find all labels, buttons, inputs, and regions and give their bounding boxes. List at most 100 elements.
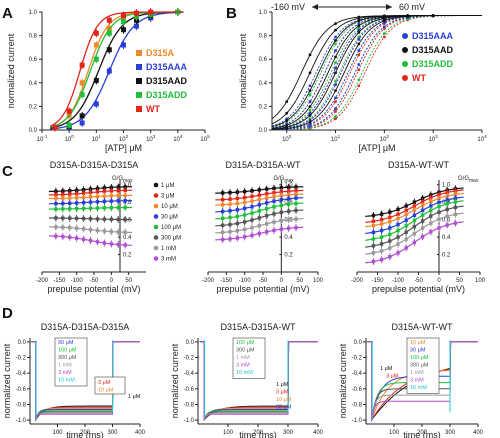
data-point (102, 189, 107, 194)
data-point (429, 199, 433, 204)
panel-c2: D315A-D315A-WT -200 -150 -100 -50 0 50 100 prepu… (202, 160, 324, 294)
data-point (102, 229, 107, 233)
data-point (396, 242, 400, 246)
data-point (272, 191, 276, 195)
data-point (412, 200, 417, 204)
data-point (220, 216, 225, 221)
data-point (334, 117, 337, 121)
data-point (88, 238, 93, 243)
x-tick-label: -50 (414, 278, 423, 284)
data-point (420, 203, 425, 208)
x-tick-label: 50 (296, 278, 303, 284)
inner-y-tick-label: 0.4 (442, 235, 451, 241)
data-point (228, 202, 232, 206)
current-trace (367, 341, 478, 421)
data-point (123, 205, 127, 210)
data-point (294, 196, 298, 200)
data-point (371, 223, 376, 228)
data-point (61, 207, 65, 211)
x-tick-label: 102 (119, 134, 129, 143)
data-point (445, 214, 449, 219)
inner-y-tick-label: 0.6 (123, 218, 132, 224)
legend-label-d315a: D315A (146, 48, 175, 58)
data-point (109, 217, 114, 222)
data-point (242, 200, 247, 205)
y-tick-label: 0.0 (186, 340, 195, 346)
data-point (81, 200, 86, 205)
legend-label: 10 μM (161, 204, 178, 210)
data-point (308, 122, 312, 126)
x-axis-label: [ATP] μM (105, 143, 142, 153)
panel-d1: D315A-D315A-D315A 100 200 300 400 0.0 -0.2 -0.4… (2, 322, 146, 438)
data-point (272, 205, 276, 209)
data-point (308, 84, 312, 88)
data-point (264, 196, 269, 200)
data-point (294, 192, 298, 197)
data-point (66, 122, 72, 128)
legend-marker (153, 224, 159, 230)
data-point (123, 193, 127, 198)
data-point (404, 224, 408, 228)
data-point (308, 71, 312, 75)
data-point (437, 200, 441, 205)
data-point (382, 27, 386, 31)
current-trace (199, 341, 318, 421)
x-tick-label: 103 (429, 134, 439, 143)
y-axis-label: normalized current (6, 33, 16, 108)
current-trace (31, 341, 140, 421)
data-point (279, 193, 284, 198)
inner-y-tick-label: 0.8 (123, 200, 132, 206)
panel-c3: D315A-WT-WT -200 -150 -100 -50 0 50 100 prepulse… (351, 160, 486, 294)
legend-label: 1 μM (276, 382, 289, 388)
data-point (61, 201, 65, 206)
data-point (412, 213, 417, 217)
data-point (388, 215, 392, 220)
data-point (371, 244, 376, 248)
data-point (74, 192, 79, 196)
data-point (220, 223, 225, 227)
panel-title: D315A-D315A-WT (220, 322, 296, 332)
data-point (95, 190, 100, 194)
data-point (257, 231, 262, 236)
current-trace (31, 341, 140, 421)
current-trace (31, 341, 140, 421)
annotation-arrowhead-right (386, 4, 392, 10)
data-point (396, 212, 400, 217)
data-point (308, 108, 312, 112)
data-point (148, 9, 154, 15)
data-point (88, 206, 93, 210)
current-trace (31, 341, 140, 421)
panel-b: 0.0 0.2 0.4 0.6 0.8 1.0 100 101 102 103 104 [ATP] μ… (238, 2, 487, 153)
fit-line-d315add (271, 15, 482, 128)
legend-label: 1 μM (161, 183, 174, 189)
data-point (388, 210, 392, 214)
x-tick-label: 10-1 (37, 134, 48, 143)
data-point (445, 202, 449, 206)
data-point (286, 202, 291, 206)
data-point (286, 193, 291, 197)
data-point (308, 111, 312, 115)
legend-label: 1 mM (58, 363, 72, 369)
data-point (286, 226, 291, 230)
data-point (106, 17, 112, 23)
data-point (285, 111, 289, 115)
inner-y-tick-label: 0.6 (442, 218, 451, 224)
data-point (133, 10, 139, 16)
panel-title: D315A-D315A-D315A (50, 160, 139, 170)
x-tick-label: 0 (110, 278, 114, 284)
data-point (334, 66, 337, 70)
data-point (93, 101, 99, 107)
x-tick-label: 300 (445, 430, 456, 436)
data-point (121, 18, 126, 24)
data-point (68, 207, 72, 211)
data-point (357, 16, 361, 20)
legend-label: 30 μM (58, 340, 74, 346)
data-point (68, 192, 72, 196)
data-point (429, 221, 433, 225)
data-point (379, 257, 384, 262)
data-point (228, 190, 232, 195)
data-point (257, 216, 262, 220)
data-point (264, 192, 269, 196)
data-point (242, 189, 247, 194)
data-point (286, 209, 291, 213)
